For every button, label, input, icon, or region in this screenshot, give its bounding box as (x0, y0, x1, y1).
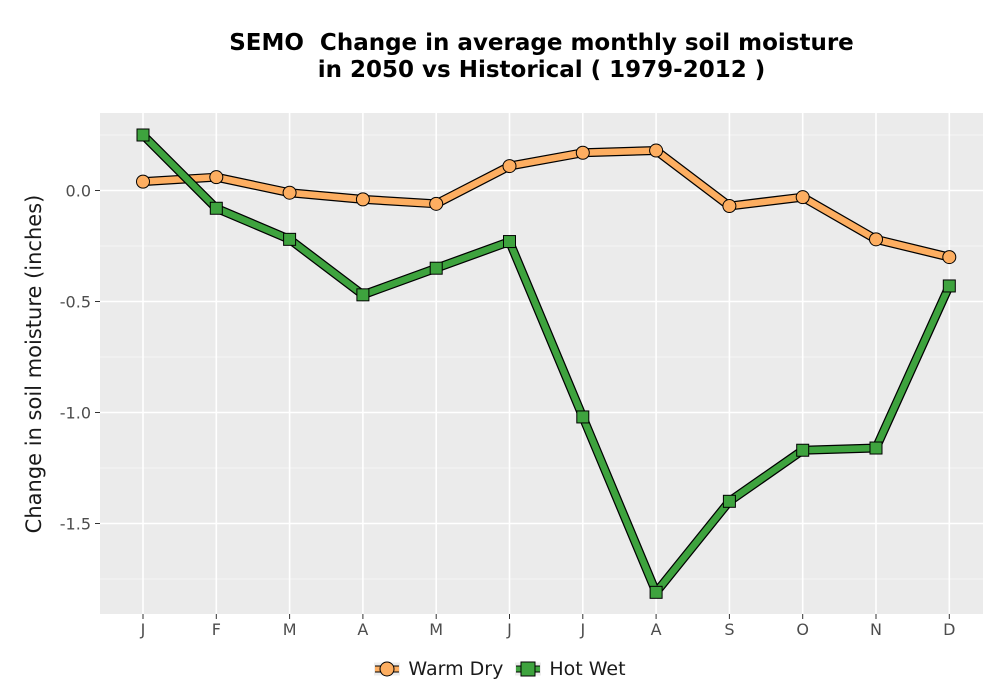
data-point-hot-wet (136, 128, 150, 142)
data-point-hot-wet (209, 201, 223, 215)
x-tick-label: A (651, 620, 662, 639)
data-point-warm-dry (869, 232, 883, 247)
data-point-warm-dry (795, 190, 810, 205)
y-tick-label: -0.5 (60, 293, 91, 312)
y-tick-label: 0.0 (66, 182, 91, 201)
legend: Warm Dry Hot Wet (0, 658, 1000, 680)
data-point-warm-dry (575, 145, 590, 160)
data-point-hot-wet (283, 232, 297, 246)
chart-title-line-1: SEMO Change in average monthly soil mois… (229, 30, 854, 56)
data-point-warm-dry (502, 159, 517, 174)
data-point-hot-wet (576, 410, 590, 424)
data-point-hot-wet (796, 443, 810, 457)
grid-lines (100, 113, 983, 614)
x-tick-label: F (212, 620, 221, 639)
data-point-warm-dry (282, 185, 297, 200)
chart-title-line-2: in 2050 vs Historical ( 1979-2012 ) (317, 57, 766, 83)
x-tick-label: S (724, 620, 734, 639)
series-line-warm-dry (139, 147, 953, 261)
y-tick-label: -1.5 (60, 515, 91, 534)
x-tick-label: M (283, 620, 297, 639)
legend-label-hot-wet: Hot Wet (549, 658, 626, 680)
data-point-warm-dry (649, 143, 664, 158)
series-hot-wet (136, 128, 956, 599)
legend-item-hot-wet: Hot Wet (515, 658, 626, 680)
data-point-warm-dry (722, 199, 737, 214)
x-tick-label: O (796, 620, 809, 639)
x-tick-label: A (357, 620, 368, 639)
data-point-hot-wet (942, 279, 956, 293)
legend-swatch-warm-dry (374, 661, 401, 677)
data-point-warm-dry (429, 196, 444, 211)
data-point-hot-wet (429, 261, 443, 275)
x-tick-label: J (579, 620, 585, 639)
series-layer (136, 128, 957, 599)
data-point-warm-dry (136, 174, 150, 189)
x-tick-label: J (506, 620, 512, 639)
chart-title: SEMO Change in average monthly soil mois… (100, 30, 983, 84)
x-tick-label: N (870, 620, 882, 639)
data-point-warm-dry (942, 250, 957, 265)
series-line-hot-wet (139, 131, 953, 596)
data-point-warm-dry (209, 170, 224, 185)
x-tick-label: J (140, 620, 146, 639)
data-point-warm-dry (355, 192, 370, 207)
legend-label-warm-dry: Warm Dry (408, 658, 504, 680)
data-point-hot-wet (356, 288, 370, 302)
y-tick-label: -1.0 (60, 404, 91, 423)
data-point-hot-wet (722, 494, 736, 508)
series-warm-dry (136, 143, 957, 265)
data-point-hot-wet (503, 235, 516, 249)
axis-ticks: 0.0 -0.5 -1.0 -1.5 J F M A M J J A S O N D (60, 182, 956, 640)
legend-item-warm-dry: Warm Dry (374, 658, 503, 680)
plot-panel (100, 113, 983, 614)
x-tick-label: M (429, 620, 443, 639)
legend-swatch-hot-wet (515, 661, 542, 677)
data-point-hot-wet (649, 585, 663, 599)
data-point-hot-wet (869, 441, 883, 455)
x-tick-label: D (943, 620, 955, 639)
